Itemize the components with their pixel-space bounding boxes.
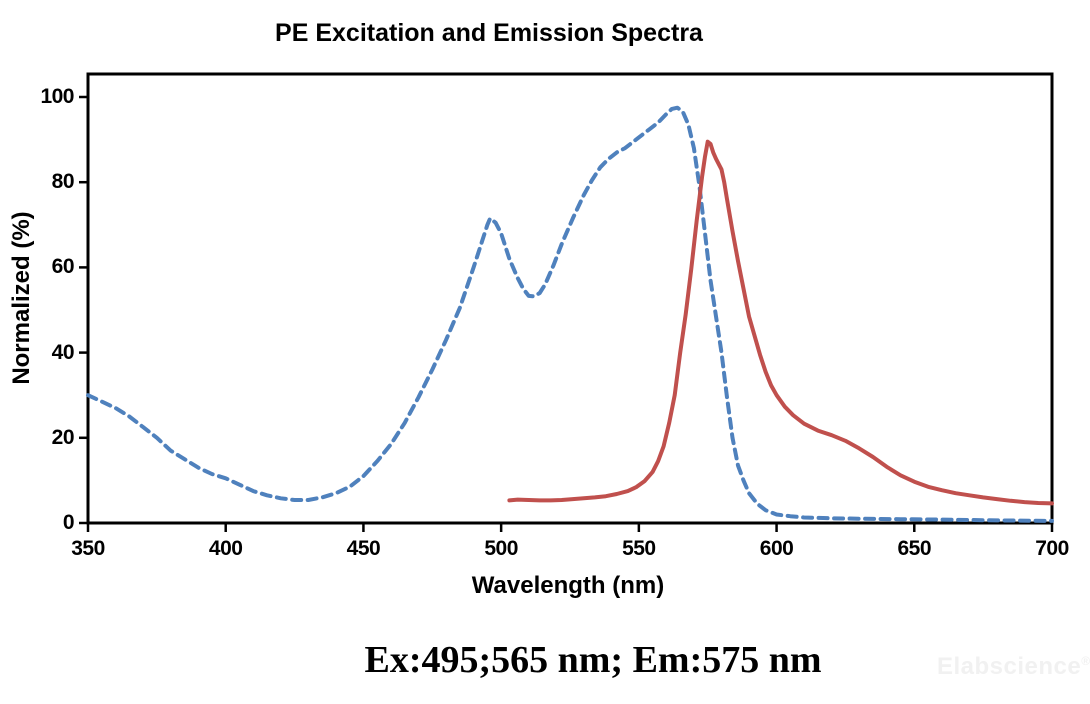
watermark: Elabscience® xyxy=(937,653,1090,681)
registered-trademark-icon: ® xyxy=(1081,654,1090,668)
y-tick-label: 0 xyxy=(62,511,75,534)
pe-excitation-curve xyxy=(86,105,1054,523)
x-tick-label: 600 xyxy=(759,537,794,560)
y-tick-label: 20 xyxy=(51,425,75,449)
y-tick-label: 60 xyxy=(51,255,75,279)
watermark-text: Elabscience xyxy=(937,653,1082,680)
x-axis-title: Wavelength (nm) xyxy=(471,572,665,599)
pe-emission-curve xyxy=(507,139,1054,506)
spectra-plot xyxy=(79,72,1054,532)
peak-wavelengths-caption: Ex:495;565 nm; Em:575 nm xyxy=(364,639,822,681)
x-tick-label: 650 xyxy=(897,537,932,560)
chart-title: PE Excitation and Emission Spectra xyxy=(275,19,703,47)
plot-frame xyxy=(86,72,1054,525)
x-tick-label: 350 xyxy=(71,537,105,560)
y-tick-label: 80 xyxy=(51,170,75,194)
y-axis-title: Normalized (%) xyxy=(8,211,35,385)
y-tick-label: 40 xyxy=(51,340,75,364)
x-tick-label: 550 xyxy=(622,537,656,560)
x-tick-label: 700 xyxy=(1035,537,1069,560)
x-tick-label: 450 xyxy=(346,537,381,560)
x-tick-label: 500 xyxy=(484,537,518,560)
x-tick-label: 400 xyxy=(208,537,243,560)
y-tick-label: 100 xyxy=(40,85,74,108)
